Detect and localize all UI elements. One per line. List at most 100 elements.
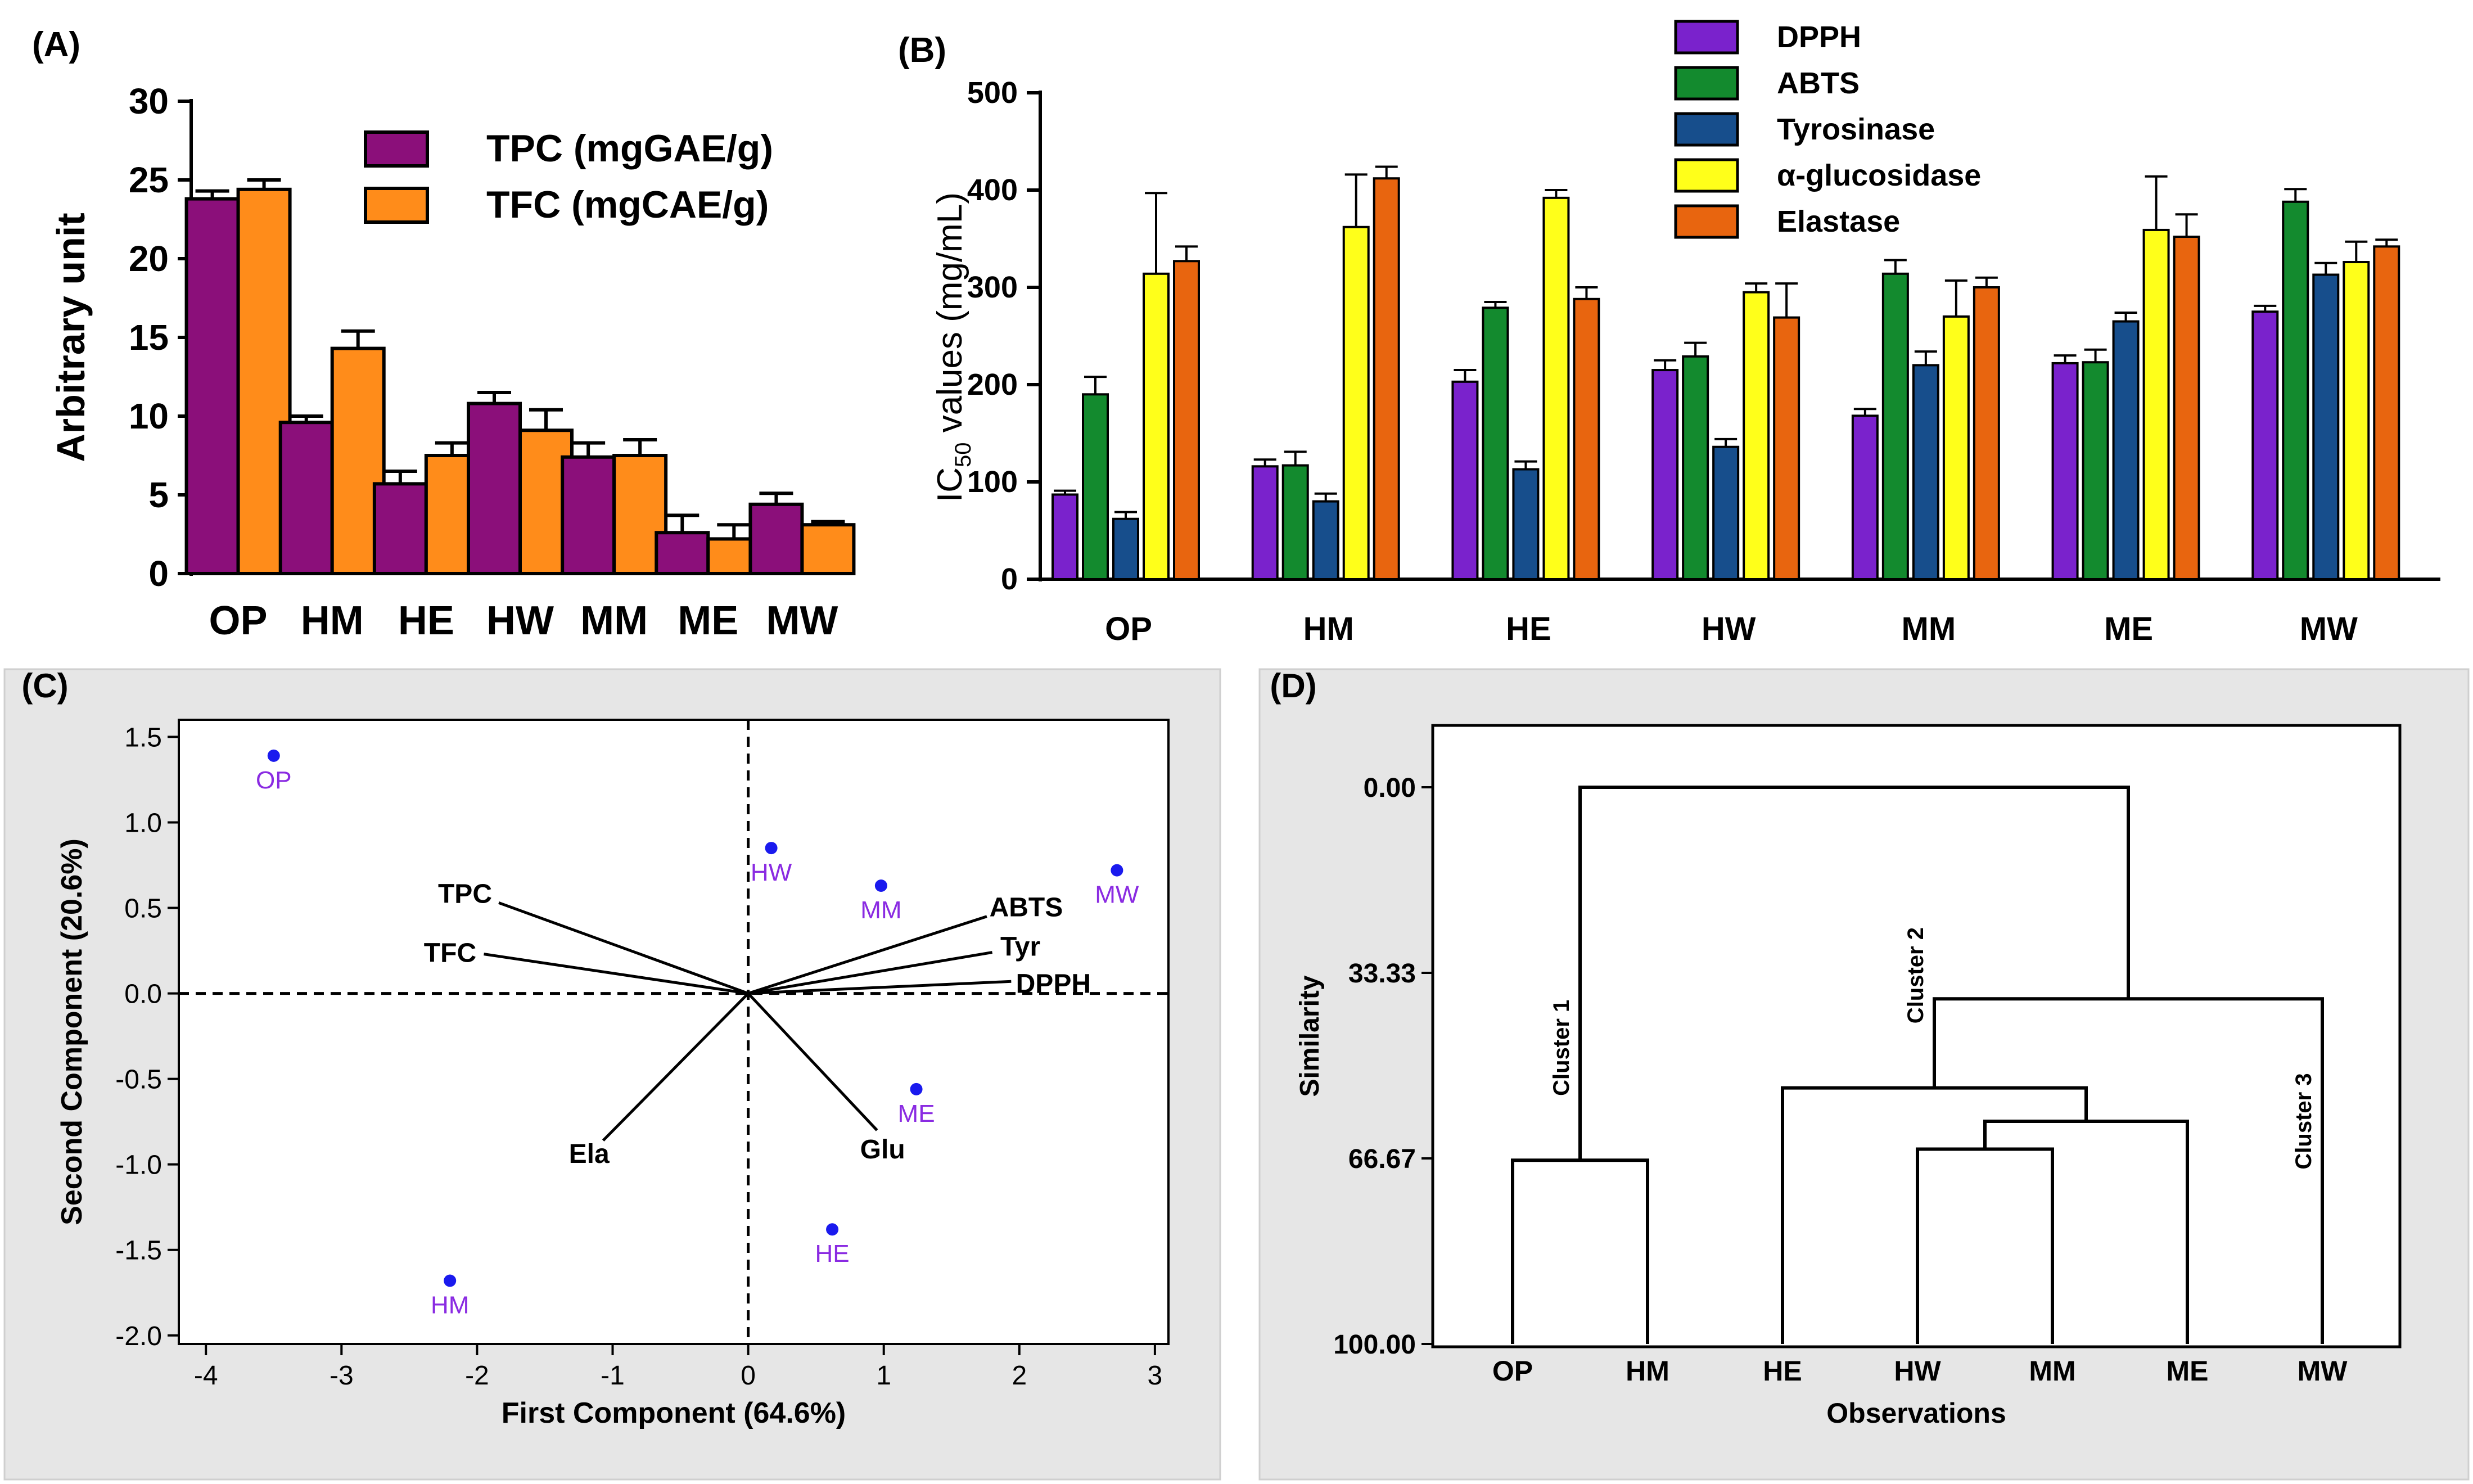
y-tick-label: 33.33 — [1348, 959, 1416, 989]
score-label-MM: MM — [860, 896, 901, 924]
legend-label: Elastase — [1777, 205, 1900, 238]
bar-MM-tfc — [612, 454, 668, 575]
y-tick-label: 0.5 — [124, 894, 162, 924]
y-axis-title: Second Component (20.6%) — [56, 838, 88, 1225]
y-tick-label: 200 — [967, 368, 1018, 402]
y-tick-label: 0 — [148, 553, 169, 594]
bar-HM-dpph — [1251, 465, 1279, 580]
bar-HE-tyrosinase — [1512, 468, 1540, 581]
y-tick-label: 25 — [129, 160, 169, 200]
y-tick-label: 5 — [148, 475, 169, 515]
y-axis-title: Similarity — [1295, 975, 1325, 1097]
category-label-MM: MM — [580, 598, 648, 643]
bar-OP-tpc — [184, 197, 240, 576]
cluster-label-1: Cluster 1 — [1549, 1000, 1574, 1096]
legend-label: α-glucosidase — [1777, 159, 1981, 192]
y-tick-label: 0.0 — [124, 980, 162, 1009]
bar-MW-tyrosinase — [2312, 273, 2340, 580]
category-label-HE: HE — [398, 598, 454, 643]
plot-area — [178, 719, 1170, 1345]
bar-MW-tfc — [800, 523, 856, 576]
cluster-label-3: Cluster 3 — [2291, 1073, 2316, 1169]
loading-label-TPC: TPC — [438, 879, 492, 909]
y-tick-label: 1.5 — [124, 723, 162, 752]
category-label-HM: HM — [1303, 611, 1354, 647]
legend-label: TFC (mgCAE/g) — [486, 183, 769, 226]
score-label-MW: MW — [1095, 881, 1139, 909]
category-label-MM: MM — [1902, 611, 1956, 647]
panel-label-c: (C) — [21, 667, 68, 705]
loading-vector-Ela — [602, 992, 750, 1142]
score-point-OP — [267, 749, 280, 762]
bar-HW-dpph — [1651, 369, 1679, 580]
loading-vector-DPPH — [748, 980, 1012, 995]
category-label-HE: HE — [1506, 611, 1551, 647]
panel-d-dendrogram: (D) 0.00 33.33 66.67 100.00 Similarity OP HM HE H… — [1258, 667, 2470, 1481]
bar-HM-abts — [1281, 464, 1309, 581]
y-tick-label: -1.0 — [115, 1151, 162, 1180]
bar-HW-abts — [1682, 355, 1709, 581]
leaf-label-HE: HE — [1763, 1355, 1802, 1387]
legend-swatch-tyrosinase — [1674, 112, 1739, 147]
y-tick-label: -2.0 — [115, 1321, 162, 1351]
x-axis-title: Observations — [1826, 1397, 2006, 1429]
score-label-ME: ME — [898, 1100, 935, 1127]
bar-HE-tpc — [372, 482, 428, 576]
score-label-OP: OP — [256, 766, 292, 794]
score-point-MW — [1111, 864, 1123, 877]
x-tick-label: -1 — [601, 1361, 625, 1391]
leaf-label-OP: OP — [1492, 1355, 1533, 1387]
bar-MW-tpc — [748, 502, 804, 575]
legend-label: Tyrosinase — [1777, 112, 1935, 146]
bar-ME-tpc — [655, 531, 710, 576]
cluster-label-2: Cluster 2 — [1903, 927, 1928, 1023]
bar-OP-dpph — [1052, 493, 1078, 580]
score-point-ME — [910, 1082, 923, 1095]
x-tick-label: 2 — [1012, 1361, 1027, 1391]
bar-MM-glucosidase — [1942, 315, 1970, 581]
loading-vector-ABTS — [747, 915, 987, 995]
panel-label-a: (A) — [32, 25, 80, 64]
loading-vector-Glu — [747, 992, 878, 1131]
dendrogram-link-root — [1578, 786, 2130, 1161]
leaf-label-HM: HM — [1626, 1355, 1669, 1387]
bar-HW-tyrosinase — [1712, 445, 1740, 580]
bar-HW-tpc — [467, 402, 522, 575]
leaf-label-MM: MM — [2029, 1355, 2075, 1387]
bar-HM-tpc — [278, 421, 334, 575]
bar-HE-elastase — [1573, 297, 1600, 580]
category-label-HW: HW — [486, 598, 554, 643]
legend-swatch-elastase — [1674, 204, 1739, 239]
bar-MM-dpph — [1851, 414, 1879, 580]
score-point-HE — [826, 1223, 839, 1236]
y-axis-title: Arbitrary unit — [49, 213, 93, 462]
bar-ME-tyrosinase — [2112, 320, 2140, 580]
loading-label-DPPH: DPPH — [1016, 969, 1091, 999]
panel-a-bar-chart: (A) 0 5 10 15 20 25 30 Arbitrary unit OP HM HE HW MM M… — [32, 25, 856, 643]
legend-label: DPPH — [1777, 20, 1861, 54]
x-tick-label: -4 — [194, 1361, 218, 1391]
y-tick-label: -0.5 — [115, 1065, 162, 1095]
bar-MW-abts — [2282, 200, 2309, 580]
loading-label-Tyr: Tyr — [1000, 932, 1040, 962]
x-tick-label: 3 — [1148, 1361, 1163, 1391]
score-point-HW — [765, 842, 778, 855]
score-point-HM — [444, 1274, 457, 1287]
bar-HM-glucosidase — [1342, 225, 1370, 580]
bar-ME-elastase — [2173, 236, 2200, 581]
panel-label-d: (D) — [1270, 667, 1316, 705]
legend-label: TPC (mgGAE/g) — [486, 127, 773, 170]
score-label-HE: HE — [815, 1240, 850, 1268]
y-tick-label: 15 — [129, 317, 169, 358]
y-tick-label: 400 — [967, 173, 1018, 207]
panel-c-border — [3, 668, 1221, 1481]
y-tick-label: 300 — [967, 270, 1018, 304]
panel-c-pca-biplot: (C) -4 -3 -2 -1 0 1 2 3 -2.0 -1.5 -1.0 -0.5 0.0 0.5 1.0… — [3, 667, 1221, 1481]
loading-label-TFC: TFC — [424, 939, 476, 968]
category-label-ME: ME — [678, 598, 738, 643]
bar-MM-elastase — [1973, 286, 2000, 580]
category-label-OP: OP — [1105, 611, 1152, 647]
bar-HW-glucosidase — [1743, 291, 1770, 581]
y-tick-label: 66.67 — [1348, 1144, 1416, 1174]
